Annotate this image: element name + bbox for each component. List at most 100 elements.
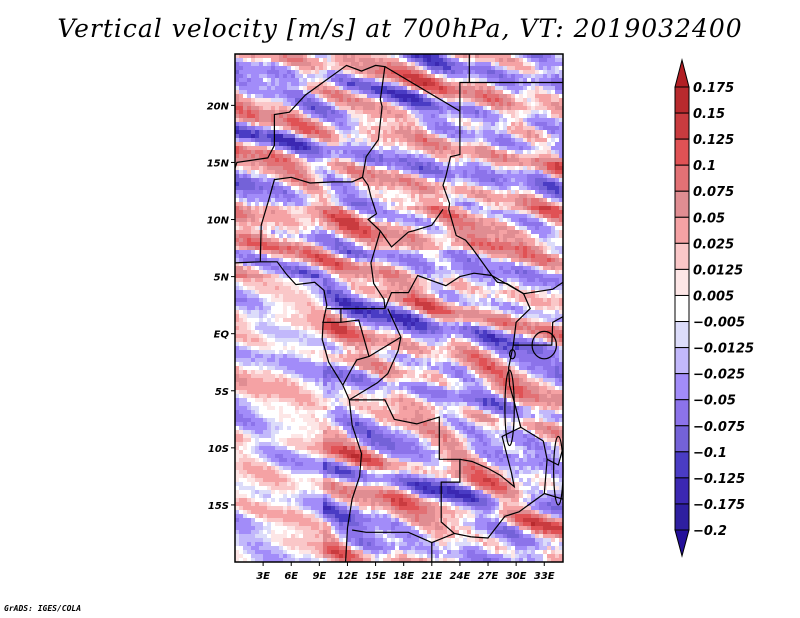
field-cell <box>319 122 323 126</box>
field-cell <box>303 154 307 158</box>
field-cell <box>539 78 543 82</box>
field-cell <box>375 230 379 234</box>
field-cell <box>351 94 355 98</box>
field-cell <box>515 90 519 94</box>
field-cell <box>307 258 311 262</box>
field-cell <box>311 250 315 254</box>
field-cell <box>415 222 419 226</box>
field-cell <box>255 118 259 122</box>
field-cell <box>403 58 407 62</box>
field-cell <box>451 170 455 174</box>
field-cell <box>235 178 239 182</box>
field-cell <box>531 194 535 198</box>
field-cell <box>287 138 291 142</box>
field-cell <box>267 162 271 166</box>
field-cell <box>427 282 431 286</box>
field-cell <box>523 278 527 282</box>
field-cell <box>551 210 555 214</box>
field-cell <box>319 62 323 66</box>
field-cell <box>407 54 411 58</box>
field-cell <box>371 138 375 142</box>
field-cell <box>287 202 291 206</box>
field-cell <box>279 286 283 290</box>
field-cell <box>267 218 271 222</box>
field-cell <box>363 54 367 58</box>
field-cell <box>503 266 507 270</box>
field-cell <box>291 222 295 226</box>
field-cell <box>555 66 559 70</box>
field-cell <box>539 94 543 98</box>
field-cell <box>551 206 555 210</box>
field-cell <box>539 110 543 114</box>
field-cell <box>551 94 555 98</box>
field-cell <box>383 230 387 234</box>
field-cell <box>415 170 419 174</box>
field-cell <box>363 262 367 266</box>
field-cell <box>343 106 347 110</box>
field-cell <box>331 218 335 222</box>
field-cell <box>499 54 503 58</box>
field-cell <box>239 178 243 182</box>
field-cell <box>515 258 519 262</box>
field-cell <box>319 222 323 226</box>
field-cell <box>519 286 523 290</box>
field-cell <box>499 222 503 226</box>
field-cell <box>451 210 455 214</box>
field-cell <box>359 230 363 234</box>
field-cell <box>503 162 507 166</box>
field-cell <box>471 258 475 262</box>
field-cell <box>475 194 479 198</box>
field-cell <box>335 134 339 138</box>
field-cell <box>243 130 247 134</box>
field-cell <box>535 158 539 162</box>
field-cell <box>503 102 507 106</box>
field-cell <box>299 206 303 210</box>
field-cell <box>311 110 315 114</box>
field-cell <box>339 214 343 218</box>
field-cell <box>263 226 267 230</box>
field-cell <box>447 150 451 154</box>
field-cell <box>343 290 347 294</box>
field-cell <box>315 238 319 242</box>
field-cell <box>375 238 379 242</box>
field-cell <box>303 258 307 262</box>
field-cell <box>243 262 247 266</box>
field-cell <box>347 178 351 182</box>
field-cell <box>391 162 395 166</box>
field-cell <box>555 142 559 146</box>
field-cell <box>263 90 267 94</box>
field-cell <box>299 82 303 86</box>
field-cell <box>439 134 443 138</box>
field-cell <box>559 158 563 162</box>
field-cell <box>319 262 323 266</box>
field-cell <box>415 98 419 102</box>
field-cell <box>299 246 303 250</box>
field-cell <box>383 222 387 226</box>
field-cell <box>363 202 367 206</box>
field-cell <box>543 162 547 166</box>
field-cell <box>347 250 351 254</box>
field-cell <box>295 186 299 190</box>
field-cell <box>491 262 495 266</box>
field-cell <box>263 122 267 126</box>
field-cell <box>487 202 491 206</box>
field-cell <box>307 294 311 298</box>
field-cell <box>539 202 543 206</box>
field-cell <box>515 146 519 150</box>
field-cell <box>451 186 455 190</box>
field-cell <box>283 290 287 294</box>
field-cell <box>543 202 547 206</box>
field-cell <box>511 58 515 62</box>
field-cell <box>535 134 539 138</box>
field-cell <box>503 154 507 158</box>
field-cell <box>511 134 515 138</box>
field-cell <box>399 186 403 190</box>
field-cell <box>247 210 251 214</box>
field-cell <box>435 142 439 146</box>
field-cell <box>523 182 527 186</box>
field-cell <box>411 222 415 226</box>
field-cell <box>479 254 483 258</box>
field-cell <box>503 190 507 194</box>
field-cell <box>483 62 487 66</box>
field-cell <box>451 110 455 114</box>
